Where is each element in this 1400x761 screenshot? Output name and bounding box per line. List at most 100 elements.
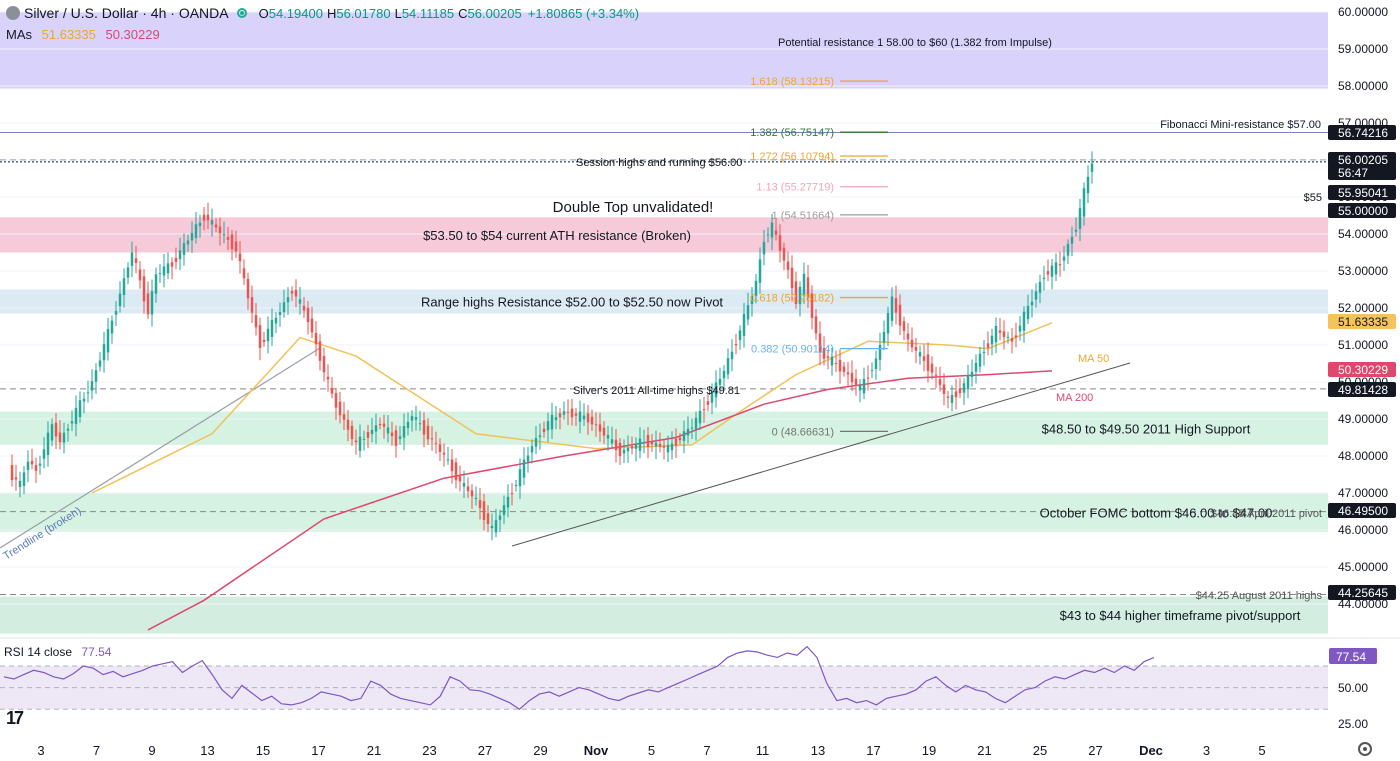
candle-body (698, 410, 702, 424)
tradingview-logo-icon[interactable]: 17 (6, 708, 24, 728)
low-label: L (394, 5, 402, 21)
fib-level-label: 0 (48.66631) (772, 426, 834, 438)
candle-body (718, 378, 722, 385)
price-badge (1328, 585, 1396, 600)
candle-body (342, 414, 346, 420)
price-tick-label: 44.00000 (1338, 597, 1388, 611)
candle-body (1030, 301, 1034, 306)
candle-body (894, 298, 898, 313)
candle-body (226, 237, 230, 240)
time-tick-label: 29 (533, 743, 547, 758)
candle-body (298, 299, 302, 304)
candle-body (222, 234, 226, 236)
candle-body (918, 352, 922, 357)
candle-body (778, 235, 782, 251)
candle-body (690, 427, 694, 429)
time-tick-label: 5 (1258, 743, 1265, 758)
candle-body (802, 273, 806, 296)
candle-body (490, 525, 494, 529)
zone-band (0, 596, 1328, 634)
ma-legend[interactable]: MAs 51.63335 50.30229 (6, 27, 160, 42)
candle-body (662, 445, 666, 448)
price-tick-label: 60.00000 (1338, 5, 1388, 19)
candle-body (418, 423, 422, 425)
candle-body (646, 434, 650, 448)
candle-body (902, 321, 906, 331)
candle-body (458, 476, 462, 482)
candle-body (1070, 236, 1074, 244)
candle-body (442, 452, 446, 455)
candle-body (882, 331, 886, 343)
symbol-title[interactable]: Silver / U.S. Dollar · 4h · OANDA (24, 5, 229, 21)
candle-body (254, 315, 258, 328)
candle-body (74, 407, 78, 424)
candle-body (670, 443, 674, 451)
candle-body (318, 341, 322, 361)
rsi-tick-label: 25.00 (1338, 717, 1368, 731)
time-tick-label: 15 (256, 743, 270, 758)
zone-band (0, 12, 1328, 89)
annotation: $44.25 August 2011 highs (1196, 590, 1323, 602)
candle-body (930, 363, 934, 373)
candle-body (366, 432, 370, 438)
candle-body (78, 400, 82, 417)
candle-body (686, 428, 690, 436)
zone-band (0, 289, 1328, 314)
annotation: MA 200 (1056, 392, 1093, 404)
candle-body (178, 250, 182, 260)
candle-body (518, 469, 522, 487)
candle-body (434, 443, 438, 445)
candle-body (546, 421, 550, 431)
candle-body (1050, 265, 1054, 277)
candle-body (850, 372, 854, 383)
zone-label: $48.50 to $49.50 2011 High Support (1042, 421, 1251, 436)
candle-body (494, 520, 498, 533)
candle-body (66, 428, 70, 431)
candle-body (910, 339, 914, 348)
candle-body (638, 438, 642, 451)
candle-body (70, 421, 74, 424)
candle-body (98, 360, 102, 367)
change-value: +1.80865 (+3.34%) (527, 5, 640, 21)
candle-body (954, 391, 958, 398)
candle-body (438, 444, 442, 453)
candle-body (86, 392, 90, 394)
annotation: Double Top unvalidated! (553, 199, 714, 216)
candle-body (926, 354, 930, 371)
candle-body (618, 442, 622, 456)
time-tick-label: 17 (311, 743, 325, 758)
candle-body (158, 273, 162, 275)
candle-body (406, 421, 410, 429)
candle-body (430, 438, 434, 440)
candle-body (534, 437, 538, 447)
candle-body (562, 411, 566, 415)
candle-body (818, 333, 822, 353)
candle-body (602, 427, 606, 436)
candle-body (682, 431, 686, 441)
candle-body (378, 424, 382, 426)
rsi-legend[interactable]: RSI 14 close 77.54 (4, 645, 111, 659)
candle-body (330, 388, 334, 394)
candle-body (878, 344, 882, 360)
candle-body (782, 247, 786, 261)
candle-body (270, 319, 274, 337)
candle-body (42, 449, 46, 459)
zone-label: Range highs Resistance $52.00 to $52.50 … (421, 295, 723, 310)
candle-body (594, 424, 598, 426)
candle-body (550, 414, 554, 430)
rsi-tick-label: 50.00 (1338, 681, 1368, 695)
candle-body (382, 423, 386, 427)
gear-icon[interactable] (1358, 742, 1372, 756)
candle-body (962, 383, 966, 393)
candle-body (182, 243, 186, 255)
candle-body (714, 382, 718, 398)
candle-body (658, 443, 662, 447)
annotation: Session highs and running $56.00 (576, 157, 742, 169)
candle-body (770, 222, 774, 238)
price-badge (1328, 152, 1396, 167)
candle-body (790, 267, 794, 289)
rsi-value: 77.54 (81, 645, 112, 659)
candle-body (642, 441, 646, 443)
candle-body (82, 398, 86, 402)
